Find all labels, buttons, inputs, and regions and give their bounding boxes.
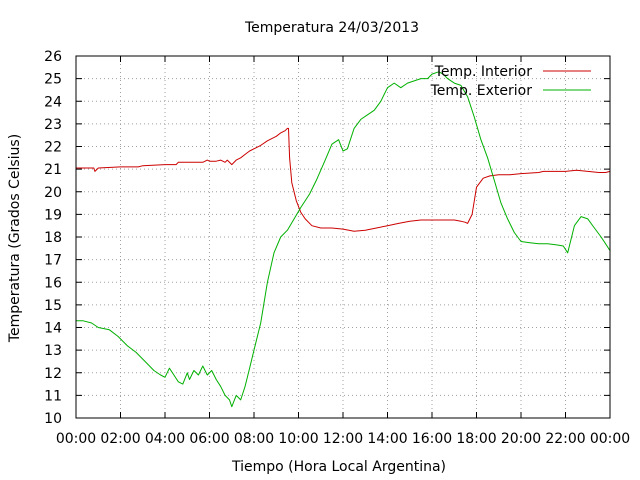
- y-axis-label: Temperatura (Grados Celsius): [7, 134, 23, 343]
- y-tick-label: 10: [44, 411, 62, 427]
- y-tick-label: 11: [44, 388, 62, 404]
- x-axis-label: Tiempo (Hora Local Argentina): [231, 459, 446, 475]
- x-tick-label: 20:00: [501, 431, 541, 447]
- y-tick-label: 26: [44, 49, 62, 65]
- x-tick-label: 18:00: [456, 431, 496, 447]
- chart-title: Temperatura 24/03/2013: [244, 20, 419, 36]
- y-tick-label: 23: [44, 117, 62, 133]
- x-tick-label: 12:00: [323, 431, 363, 447]
- y-tick-label: 17: [44, 253, 62, 269]
- y-tick-label: 21: [44, 162, 62, 178]
- legend: Temp. Interior Temp. Exterior: [430, 64, 591, 99]
- x-tick-label: 02:00: [100, 431, 140, 447]
- y-tick-label: 14: [44, 321, 62, 337]
- x-tick-label: 10:00: [278, 431, 318, 447]
- axis-ticks: [75, 55, 611, 419]
- series-line-exterior: [76, 71, 611, 408]
- y-tick-label: 15: [44, 298, 62, 314]
- x-tick-label: 00:00: [590, 431, 630, 447]
- series-line-interior: [76, 127, 611, 232]
- x-tick-label: 00:00: [56, 431, 96, 447]
- x-tick-label: 08:00: [234, 431, 274, 447]
- x-tick-label: 22:00: [545, 431, 585, 447]
- x-tick-label: 14:00: [367, 431, 407, 447]
- y-tick-label: 16: [44, 275, 62, 291]
- y-tick-label: 13: [44, 343, 62, 359]
- y-tick-label: 22: [44, 140, 62, 156]
- y-tick-label: 18: [44, 230, 62, 246]
- y-tick-label: 20: [44, 185, 62, 201]
- tick-labels: 00:00 02:00 04:00 06:00 08:00 10:00 12:00 14:00…: [44, 49, 630, 447]
- grid: [76, 56, 610, 418]
- x-tick-label: 16:00: [412, 431, 452, 447]
- legend-label-interior: Temp. Interior: [434, 64, 533, 80]
- y-tick-label: 12: [44, 366, 62, 382]
- y-tick-label: 25: [44, 72, 62, 88]
- series-lines: [76, 71, 611, 408]
- x-tick-label: 04:00: [145, 431, 185, 447]
- legend-label-exterior: Temp. Exterior: [430, 83, 533, 99]
- x-tick-label: 06:00: [189, 431, 229, 447]
- y-tick-label: 19: [44, 207, 62, 223]
- y-tick-label: 24: [44, 94, 62, 110]
